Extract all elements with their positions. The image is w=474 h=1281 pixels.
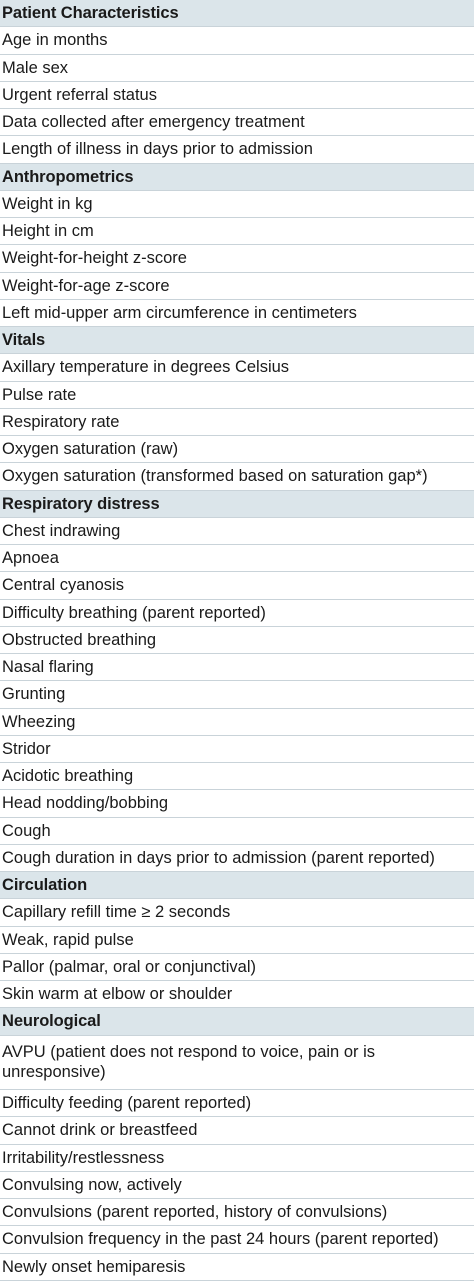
table-row: Capillary refill time ≥ 2 seconds [0,899,474,927]
table-row: Data collected after emergency treatment [0,109,474,137]
table-row: Weak, rapid pulse [0,926,474,954]
section-header-anthropometrics: Anthropometrics [0,163,474,191]
table-row: Obstructed breathing [0,626,474,654]
table-row: Acidotic breathing [0,763,474,791]
table-row: Difficulty feeding (parent reported) [0,1090,474,1118]
section-header-circulation: Circulation [0,872,474,900]
table-row: Length of illness in days prior to admis… [0,136,474,164]
table-row: Difficulty breathing (parent reported) [0,599,474,627]
table-row: Cough [0,817,474,845]
table-row: Cough duration in days prior to admissio… [0,844,474,872]
table-row: Weight in kg [0,190,474,218]
table-row: Oxygen saturation (raw) [0,436,474,464]
table-row: Head nodding/bobbing [0,790,474,818]
table-row: Weight-for-height z-score [0,245,474,273]
table-row: AVPU (patient does not respond to voice,… [0,1035,474,1090]
table-row: Newly onset hemiparesis [0,1253,474,1281]
table-row: Age in months [0,27,474,55]
table-row: Stridor [0,735,474,763]
table-row: Convulsions (parent reported, history of… [0,1199,474,1227]
table-row: Irritability/restlessness [0,1144,474,1172]
table-row: Male sex [0,54,474,82]
table-row: Convulsion frequency in the past 24 hour… [0,1226,474,1254]
table-row: Axillary temperature in degrees Celsius [0,354,474,382]
table-row: Oxygen saturation (transformed based on … [0,463,474,491]
table-row: Grunting [0,681,474,709]
table-row: Height in cm [0,218,474,246]
table-row: Wheezing [0,708,474,736]
table-row: Central cyanosis [0,572,474,600]
table-row: Pulse rate [0,381,474,409]
table-row: Convulsing now, actively [0,1171,474,1199]
table-row: Left mid-upper arm circumference in cent… [0,299,474,327]
table-row: Cannot drink or breastfeed [0,1117,474,1145]
table-row: Urgent referral status [0,81,474,109]
table-row: Skin warm at elbow or shoulder [0,981,474,1009]
section-header-respiratory-distress: Respiratory distress [0,490,474,518]
table-row: Apnoea [0,545,474,573]
section-header-neurological: Neurological [0,1008,474,1036]
table-row: Weight-for-age z-score [0,272,474,300]
table-row: Nasal flaring [0,654,474,682]
section-header-vitals: Vitals [0,327,474,355]
table-row: Pallor (palmar, oral or conjunctival) [0,953,474,981]
table-row: Chest indrawing [0,517,474,545]
table-row: Respiratory rate [0,408,474,436]
section-header-patient-characteristics: Patient Characteristics [0,0,474,28]
